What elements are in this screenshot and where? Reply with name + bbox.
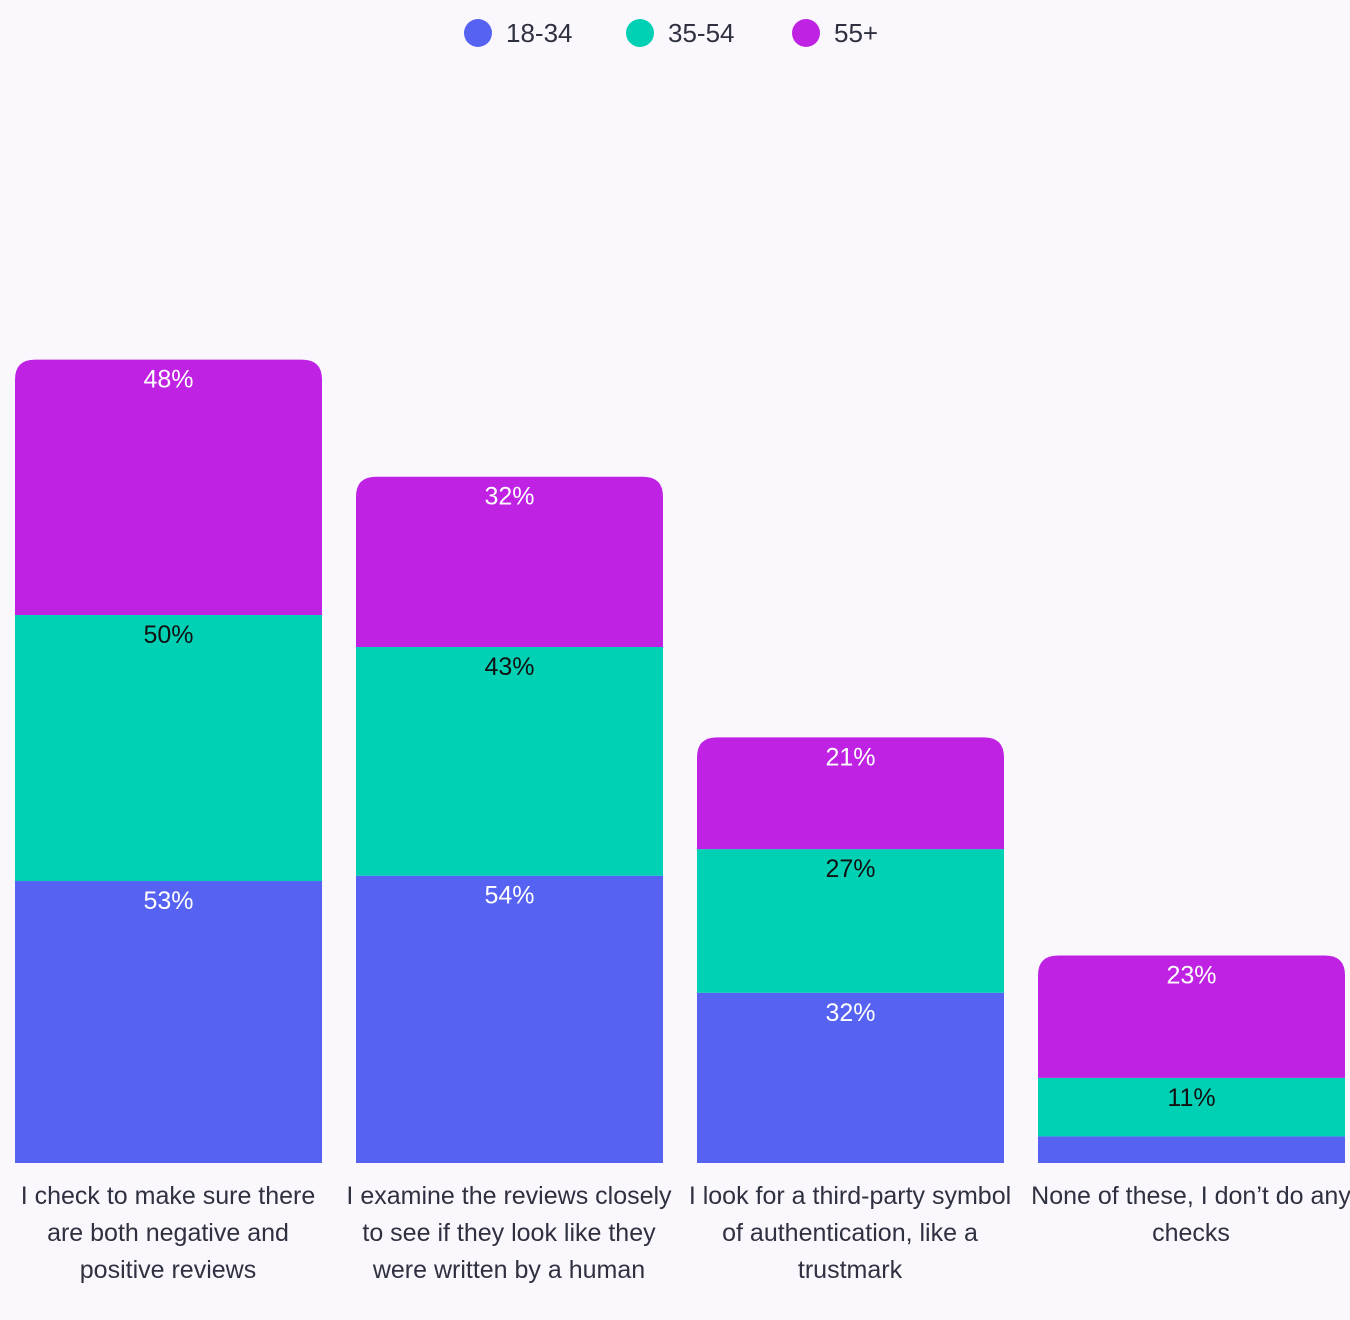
data-label-18-34-category-1: 53% <box>143 887 193 915</box>
data-label-55-plus-category-2: 32% <box>484 483 534 511</box>
data-label-55-plus-category-3: 21% <box>825 743 875 771</box>
data-label-18-34-category-3: 32% <box>825 999 875 1027</box>
bar-segment-18-34-category-3 <box>697 992 1004 1163</box>
legend-label-55-plus: 55+ <box>834 17 879 48</box>
bar-segment-35-54-category-2 <box>356 646 663 876</box>
bar-segment-55-plus-category-3 <box>697 737 1004 850</box>
bar-segment-35-54-category-1 <box>15 615 322 882</box>
data-label-35-54-category-1: 50% <box>143 621 193 649</box>
chart-legend: 18-34 35-54 55+ <box>0 13 1350 53</box>
data-label-35-54-category-4: 11% <box>1167 1084 1215 1112</box>
legend-item-18-34: 18-34 <box>464 13 573 53</box>
data-label-18-34-category-2: 54% <box>484 882 534 910</box>
data-label-55-plus-category-4: 23% <box>1166 962 1216 990</box>
chart-plot-area: 53% 50% 48% 54% 43% 32% 32% 27% 21% 11% 23% <box>15 359 1345 1163</box>
legend-item-55-plus: 55+ <box>792 13 878 53</box>
bar-segment-18-34-category-1 <box>15 881 322 1163</box>
bar-segment-35-54-category-3 <box>697 849 1004 993</box>
legend-item-35-54: 35-54 <box>626 13 735 53</box>
legend-swatch-55-plus <box>792 19 820 47</box>
category-label-3: I look for a third-party symbol of authe… <box>688 1182 1012 1284</box>
legend-swatch-35-54 <box>626 19 654 47</box>
data-label-55-plus-category-1: 48% <box>143 366 193 394</box>
bar-segment-55-plus-category-2 <box>356 476 663 647</box>
bar-segment-18-34-category-4 <box>1038 1136 1345 1163</box>
bar-segment-18-34-category-2 <box>356 875 663 1163</box>
category-label-2: I examine the reviews closely to see if … <box>346 1182 672 1284</box>
legend-label-18-34: 18-34 <box>506 17 573 48</box>
category-label-1: I check to make sure there are both nega… <box>20 1182 316 1284</box>
legend-label-35-54: 35-54 <box>668 17 735 48</box>
data-label-35-54-category-3: 27% <box>825 855 875 883</box>
bar-segment-55-plus-category-4 <box>1038 955 1345 1078</box>
bar-segment-35-54-category-4 <box>1038 1077 1345 1137</box>
data-label-35-54-category-2: 43% <box>484 653 534 681</box>
bar-segment-55-plus-category-1 <box>15 359 322 616</box>
legend-swatch-18-34 <box>464 19 492 47</box>
category-label-4: None of these, I don’t do any checks <box>1031 1182 1350 1247</box>
